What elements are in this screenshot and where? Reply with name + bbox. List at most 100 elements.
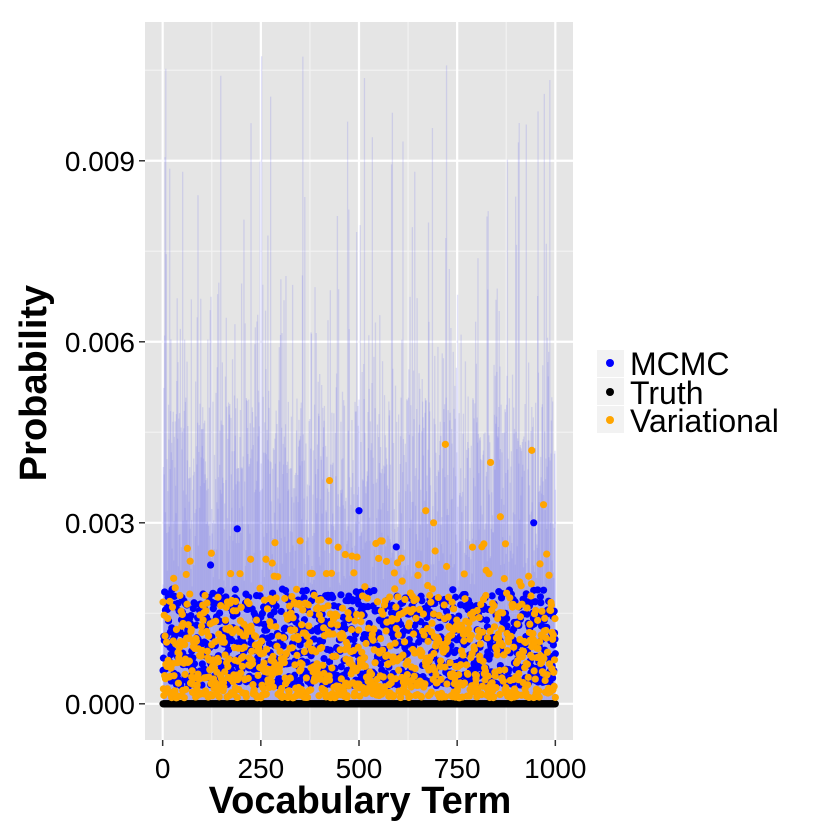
- mcmc-point: [523, 610, 531, 618]
- variational-point: [268, 559, 276, 567]
- variational-point: [357, 618, 365, 626]
- variational-point: [260, 659, 268, 667]
- variational-point: [259, 684, 267, 692]
- y-tick-label: 0.009: [65, 146, 135, 177]
- variational-point: [444, 613, 452, 621]
- variational-point: [467, 631, 475, 639]
- variational-point: [464, 670, 472, 678]
- variational-point: [550, 668, 558, 676]
- variational-point: [288, 592, 296, 601]
- variational-point: [317, 616, 325, 624]
- variational-point: [480, 540, 488, 548]
- variational-point: [325, 676, 334, 684]
- mcmc-point: [337, 591, 345, 599]
- variational-point: [392, 603, 400, 611]
- variational-point: [501, 540, 510, 548]
- variational-point: [395, 666, 403, 674]
- variational-point: [409, 605, 417, 613]
- variational-point: [280, 658, 288, 667]
- variational-point: [375, 554, 383, 563]
- variational-point: [528, 653, 536, 661]
- variational-point: [357, 611, 365, 619]
- variational-point: [175, 650, 183, 658]
- variational-point: [550, 682, 558, 691]
- variational-point: [362, 639, 370, 648]
- variational-point: [181, 670, 189, 678]
- mcmc-point: [530, 519, 538, 527]
- variational-point: [527, 580, 535, 588]
- variational-point: [283, 615, 292, 623]
- variational-point: [161, 632, 169, 640]
- legend-key-mcmc: [606, 359, 614, 367]
- variational-point: [325, 537, 333, 545]
- mcmc-point: [350, 636, 358, 644]
- variational-point: [418, 649, 426, 657]
- variational-point: [166, 597, 174, 605]
- variational-point: [353, 553, 361, 561]
- variational-point: [441, 693, 449, 701]
- variational-point: [239, 652, 247, 661]
- variational-point: [430, 610, 438, 618]
- variational-point: [306, 609, 314, 618]
- variational-point: [428, 585, 437, 593]
- variational-point: [491, 672, 499, 680]
- variational-point: [332, 652, 340, 660]
- variational-point: [170, 574, 178, 582]
- variational-point: [390, 569, 398, 577]
- variational-point: [535, 687, 543, 695]
- variational-point: [274, 573, 282, 581]
- mcmc-point: [216, 609, 224, 617]
- variational-point: [472, 671, 481, 680]
- variational-point: [543, 648, 552, 656]
- mcmc-point: [329, 593, 337, 602]
- variational-point: [303, 632, 311, 640]
- mcmc-point: [228, 637, 236, 645]
- variational-point: [547, 606, 555, 615]
- variational-point: [286, 674, 294, 682]
- variational-point: [182, 570, 190, 579]
- variational-point: [260, 596, 268, 604]
- variational-point: [258, 637, 266, 645]
- variational-point: [242, 693, 250, 701]
- variational-point: [499, 677, 508, 685]
- variational-point: [298, 621, 306, 629]
- variational-point: [197, 652, 205, 660]
- variational-point: [317, 596, 325, 604]
- variational-point: [193, 681, 201, 689]
- variational-point: [460, 637, 468, 645]
- variational-point: [526, 620, 534, 628]
- variational-point: [476, 640, 484, 648]
- variational-point: [363, 594, 371, 602]
- variational-point: [475, 633, 483, 641]
- variational-point: [201, 687, 210, 695]
- mcmc-point: [442, 607, 451, 616]
- variational-point: [523, 604, 531, 612]
- variational-point: [457, 661, 465, 669]
- variational-point: [225, 655, 233, 663]
- variational-point: [361, 583, 369, 591]
- variational-point: [482, 591, 490, 600]
- variational-point: [355, 626, 363, 634]
- variational-point: [252, 633, 260, 641]
- variational-point: [326, 610, 334, 618]
- variational-point: [404, 657, 412, 665]
- variational-point: [435, 611, 443, 620]
- legend-key-variational: [606, 416, 614, 424]
- variational-point: [379, 673, 387, 681]
- x-tick-label: 1000: [524, 753, 586, 784]
- variational-point: [345, 614, 353, 623]
- variational-point: [181, 640, 189, 649]
- variational-point: [426, 591, 434, 600]
- variational-point: [420, 631, 428, 639]
- variational-point: [441, 440, 449, 448]
- mcmc-point: [488, 592, 496, 600]
- x-tick-label: 0: [155, 753, 171, 784]
- variational-point: [308, 569, 316, 578]
- variational-point: [237, 669, 245, 677]
- mcmc-point: [534, 586, 542, 594]
- variational-point: [221, 668, 229, 676]
- mcmc-point: [187, 611, 195, 620]
- variational-point: [236, 570, 244, 578]
- variational-point: [269, 683, 277, 691]
- variational-point: [378, 690, 386, 698]
